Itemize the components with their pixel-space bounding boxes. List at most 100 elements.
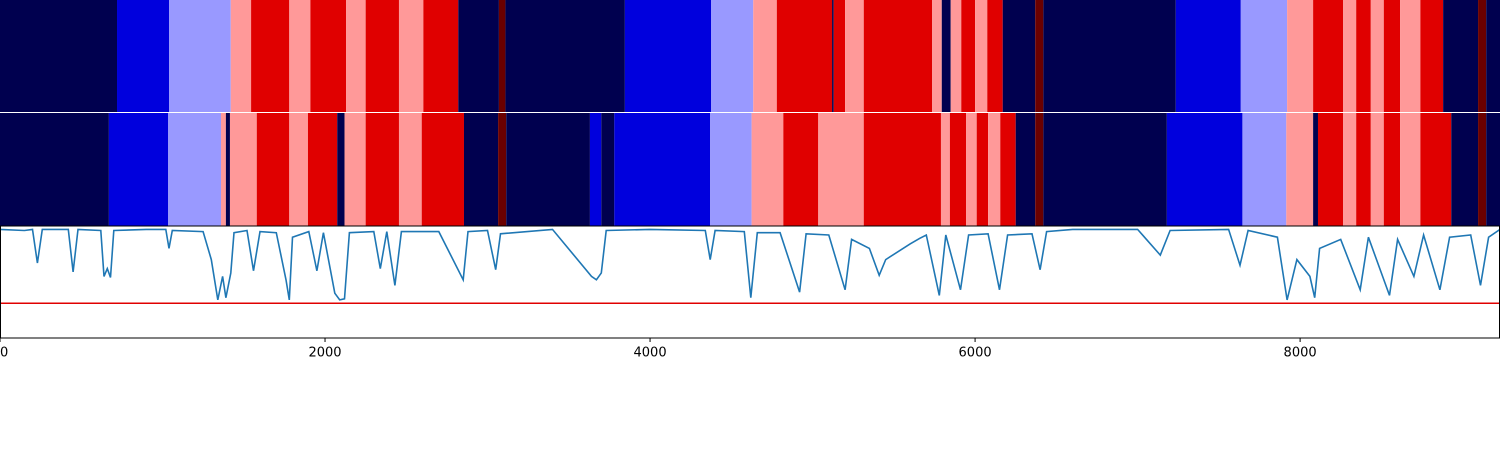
segment [776,0,833,112]
segment [624,0,711,112]
segment [229,113,257,226]
segment [365,113,399,226]
segment [818,113,864,226]
segment [1400,0,1421,112]
segment [1035,0,1044,112]
segment [961,0,976,112]
segment [966,113,977,226]
segment [1486,113,1500,226]
segment [1043,113,1167,226]
segment [1313,113,1318,226]
segment [1286,113,1314,226]
segment [346,0,366,112]
segment [710,113,752,226]
segment [710,0,754,112]
segment [289,113,308,226]
segment [1478,0,1487,112]
segment [1035,113,1044,226]
signal-line [0,228,1500,301]
segment [1015,113,1036,226]
segment [932,0,942,112]
segment [976,113,989,226]
segment [1317,113,1344,226]
segment [251,0,290,112]
segment [950,0,962,112]
segment [1313,0,1344,112]
segment [0,113,109,226]
segment [169,0,231,112]
segment [1383,113,1401,226]
segment [225,113,230,226]
segment [589,113,602,226]
segment [863,0,933,112]
segment [168,113,222,226]
segment [108,113,169,226]
segment [1000,113,1016,226]
segment [0,0,118,112]
segment [421,113,464,226]
segment [753,0,777,112]
segment [505,0,625,112]
segment [344,113,366,226]
segment [845,0,864,112]
x-tick-label: 0 [0,346,8,361]
segment [1400,113,1421,226]
segment [975,0,988,112]
segment [987,0,1003,112]
segment [1166,113,1243,226]
segment [1420,0,1444,112]
segment [941,0,951,112]
segment [1343,113,1357,226]
segment [221,113,226,226]
segment [783,113,819,226]
segment [833,0,846,112]
segment [458,0,499,112]
segment [1356,0,1371,112]
segment [506,113,590,226]
segment [1443,0,1479,112]
segment [230,0,252,112]
segment [940,113,950,226]
segment [601,113,615,226]
segment [614,113,711,226]
segment [832,0,834,112]
segment [751,113,784,226]
segment [1451,113,1479,226]
segment [365,0,399,112]
segment [1287,0,1314,112]
segment [1420,113,1452,226]
segment [1370,0,1384,112]
segment [863,113,941,226]
segment [1478,113,1487,226]
segment [256,113,290,226]
segment [1043,0,1176,112]
x-tick-label: 6000 [959,346,992,361]
x-tick-label: 8000 [1284,346,1317,361]
segment [1486,0,1500,112]
segment [1356,113,1371,226]
segment [498,113,507,226]
segment [1383,0,1401,112]
segment [398,113,422,226]
segment [498,0,506,112]
segment [398,0,424,112]
segment [310,0,347,112]
segment [117,0,170,112]
segment [1370,113,1384,226]
segment [1002,0,1036,112]
segment [337,113,345,226]
segment [307,113,338,226]
segment [1242,113,1287,226]
segment [463,113,499,226]
segment [1240,0,1288,112]
x-tick-label: 4000 [634,346,667,361]
segment [1343,0,1357,112]
segment [949,113,967,226]
segment [988,113,1001,226]
segment [289,0,311,112]
segment [1175,0,1241,112]
x-tick-label: 2000 [308,346,341,361]
segment [423,0,459,112]
